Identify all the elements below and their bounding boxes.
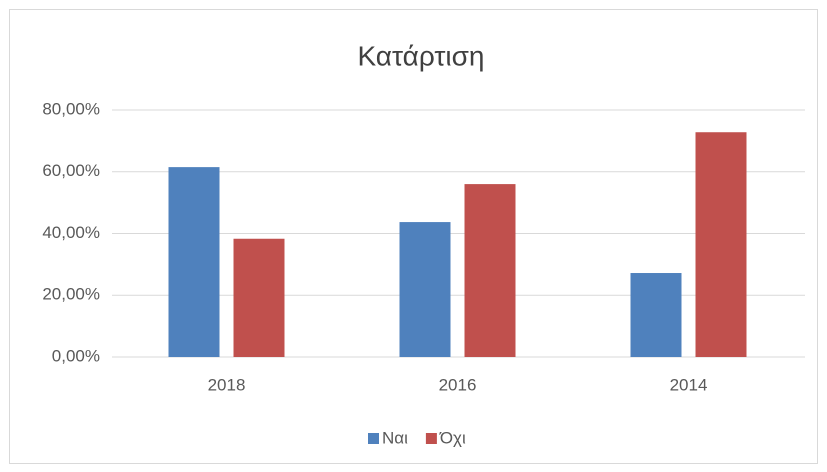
legend-label: Ναι bbox=[382, 428, 408, 447]
bar bbox=[233, 238, 285, 357]
legend-swatch bbox=[368, 433, 379, 444]
bar bbox=[168, 167, 220, 357]
y-tick-label: 40,00% bbox=[42, 223, 100, 242]
y-tick-label: 20,00% bbox=[42, 285, 100, 304]
bar bbox=[464, 184, 516, 357]
y-tick-label: 80,00% bbox=[42, 99, 100, 118]
bar bbox=[695, 132, 747, 357]
bar bbox=[630, 273, 682, 357]
legend-swatch bbox=[425, 433, 437, 444]
x-tick-label: 2014 bbox=[670, 375, 708, 394]
chart-title: Κατάρτιση bbox=[357, 40, 484, 71]
legend-label: Όχι bbox=[439, 428, 466, 447]
bar bbox=[399, 222, 451, 357]
y-tick-label: 60,00% bbox=[42, 161, 100, 180]
x-tick-label: 2018 bbox=[208, 375, 246, 394]
x-tick-label: 2016 bbox=[439, 375, 477, 394]
y-tick-label: 0,00% bbox=[52, 346, 100, 365]
